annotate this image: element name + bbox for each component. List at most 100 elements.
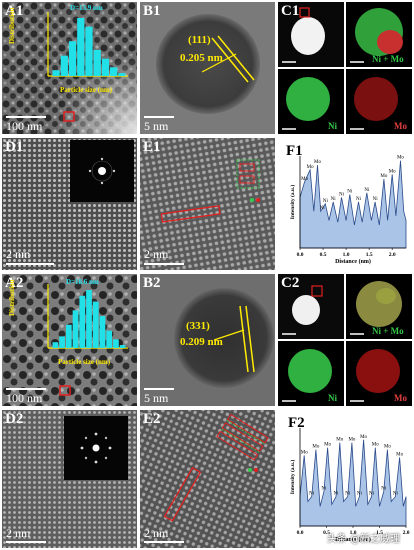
panel-c2-eds: C2 Ni + Mo Ni Mo <box>278 274 412 406</box>
peak-label: Ni <box>321 487 327 492</box>
panel-a1-tem-image: A1 D=13.9 nm Particle size (nm) Distribu… <box>2 2 137 134</box>
b1-particle <box>156 14 260 114</box>
scale-text: 100 nm <box>6 391 43 405</box>
scale-text: 2 nm <box>144 526 169 540</box>
a2-hist-title: D=18.6 nm <box>66 278 99 286</box>
y-axis-label: Intensity (a.u.) <box>289 460 296 495</box>
panel-c1-eds: C1 Ni + Mo Ni Mo <box>278 2 412 134</box>
peak-label: Ni <box>356 197 362 202</box>
panel-label: A2 <box>5 275 24 291</box>
scale-bar <box>6 116 46 118</box>
hist-bar <box>119 345 126 348</box>
a2-histogram <box>47 284 128 349</box>
panel-label: C1 <box>281 3 300 19</box>
peak-label: Ni <box>381 487 387 492</box>
watermark: 头条 @新之威理 <box>326 534 400 545</box>
d2-lattice <box>2 410 137 548</box>
x-axis-label: Distance (nm) <box>335 258 371 265</box>
scale-bar <box>144 388 174 390</box>
peak-label: Mo <box>301 450 308 455</box>
panel-d1-haadf: D1 2 nm <box>2 138 137 270</box>
x-tick-label: 0.0 <box>297 530 304 536</box>
c1-haadf: C1 <box>278 2 344 67</box>
b2-dspacing: 0.209 nm <box>180 336 223 348</box>
a1-roi-box <box>63 111 75 122</box>
peak-label: Ni <box>357 492 363 497</box>
a1-histogram <box>47 12 128 77</box>
panel-label: C2 <box>281 275 300 291</box>
hist-bar <box>101 58 110 76</box>
peak-label: Ni <box>369 492 375 497</box>
f2-chart: 0.0 0.5 1.0 1.5 2.0 Distance (nm) Intensity (a… <box>289 428 410 543</box>
hist-bar <box>85 26 93 76</box>
panel-label: A1 <box>5 3 24 19</box>
peak-label: Mo <box>380 174 387 179</box>
hist-bar <box>79 295 86 348</box>
hist-bar <box>52 70 60 76</box>
scale-bar <box>144 263 184 265</box>
scale-bar <box>6 263 54 265</box>
peak-label: Ni <box>323 199 329 204</box>
hist-bar <box>59 336 65 348</box>
e1-lattice <box>140 138 275 270</box>
x-tick-label: 0.5 <box>323 530 330 536</box>
a2-hist-xlabel: Particle size (nm) <box>58 358 111 366</box>
scale-text: 2 nm <box>144 247 169 261</box>
a1-hist-ylabel: Distribution <box>8 7 16 44</box>
panel-label: E1 <box>143 139 161 155</box>
peak-label: Ni <box>364 188 370 193</box>
panel-label: E2 <box>143 411 161 427</box>
hist-bar <box>92 301 99 348</box>
scale-text: 5 nm <box>144 391 169 405</box>
c1-merge-label: Ni + Mo <box>372 54 404 64</box>
y-axis-label: Intensity (a.u.) <box>289 185 296 220</box>
c2-mo-map: Mo <box>346 341 412 406</box>
panel-d2-haadf: D2 2 nm <box>2 410 137 548</box>
hist-bar <box>52 342 59 348</box>
c1-ni-map: Ni <box>278 69 344 134</box>
c1-mo-map: Mo <box>346 69 412 134</box>
c1-mo-label: Mo <box>394 121 407 131</box>
peak-label: Ni <box>373 197 379 202</box>
profile-area <box>299 160 407 249</box>
panel-b1-hrtem: B1 (111) 0.205 nm 5 nm <box>140 2 275 134</box>
peak-label: Ni <box>331 197 337 202</box>
peak-label: Ni <box>334 492 340 497</box>
panel-e2-lattice: E2 2 nm <box>140 410 275 548</box>
panel-f2-line-profile: F2 0.0 0.5 1.0 1.5 2.0 Distance (nm) Intensity… <box>278 410 412 548</box>
a2-roi-box <box>59 385 71 396</box>
hist-bar <box>72 310 79 348</box>
x-tick-label: 1.0 <box>350 530 357 536</box>
hist-bar <box>65 324 72 348</box>
peak-label: Mo <box>336 438 343 443</box>
peak-label: Mo <box>384 445 391 450</box>
b2-plane: (331) <box>186 320 210 332</box>
profile-area <box>299 439 407 527</box>
x-tick-label: 2.0 <box>403 530 410 536</box>
hist-bar <box>93 49 101 76</box>
d1-lattice <box>2 138 137 270</box>
x-tick-label: 2.0 <box>389 252 396 258</box>
scale-bar <box>6 388 46 390</box>
x-tick-label: 1.0 <box>343 252 350 258</box>
f1-chart: 0.0 0.5 1.0 1.5 2.0 Distance (nm) Intensity (a… <box>289 156 407 265</box>
hist-bar <box>77 18 85 76</box>
hist-bar <box>113 339 119 348</box>
hist-bar <box>118 73 126 76</box>
a1-hist-title: D=13.9 nm <box>70 4 103 12</box>
panel-label: B1 <box>143 3 161 19</box>
c2-ni-label: Ni <box>328 393 337 403</box>
a1-hist-xlabel: Particle size (nm) <box>60 86 113 94</box>
b1-plane: (111) <box>188 34 211 46</box>
x-axis-label: Distance (nm) <box>335 536 371 543</box>
panel-label: F1 <box>286 143 303 159</box>
b1-dspacing: 0.205 nm <box>180 52 223 64</box>
peak-label: Mo <box>324 443 331 448</box>
peak-label: Mo <box>312 445 319 450</box>
c2-haadf: C2 <box>278 274 344 339</box>
x-tick-label: 0.0 <box>297 252 304 258</box>
scale-text: 2 nm <box>6 526 31 540</box>
panel-label: F2 <box>288 415 305 431</box>
x-tick-label: 1.5 <box>376 530 383 536</box>
scale-text: 100 nm <box>6 119 43 133</box>
